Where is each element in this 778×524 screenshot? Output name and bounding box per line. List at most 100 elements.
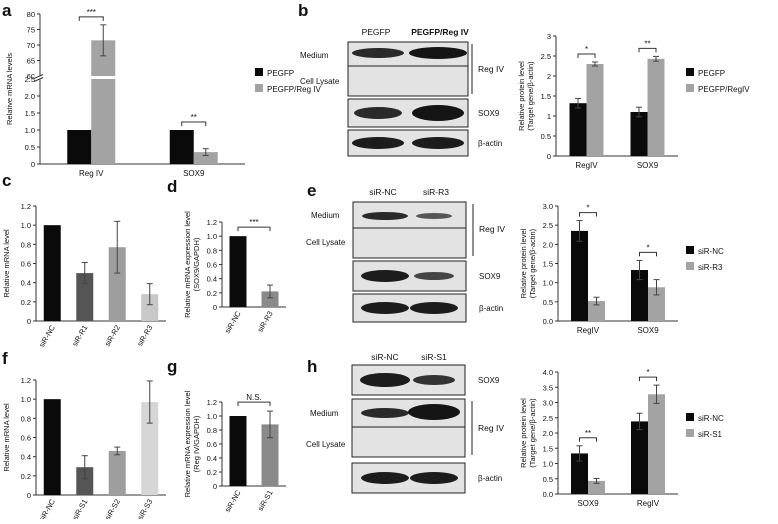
significance-label: N.S. bbox=[246, 393, 262, 402]
y-tick-label: 3.5 bbox=[543, 383, 553, 392]
significance-label: ** bbox=[644, 39, 650, 48]
blot-band bbox=[361, 408, 409, 418]
y-tick-label: 75 bbox=[27, 26, 35, 35]
chart-c: 0 0.2 0.4 0.6 0.8 1.0 1.2 Relative mRNA level si… bbox=[2, 202, 166, 349]
western-blot-h: siR-NC siR-S1 SOX9 Medium Cell Lysate Re… bbox=[306, 352, 504, 494]
y-tick-label: 1.0 bbox=[21, 395, 31, 404]
y-tick-label: 0.5 bbox=[543, 475, 553, 484]
axis-break-mark bbox=[33, 77, 44, 82]
y-tick-label: 1.5 bbox=[543, 444, 553, 453]
blot-row-label: Cell Lysate bbox=[306, 238, 346, 247]
chart-g: 0 0.2 0.4 0.6 0.8 1.0 1.2 Relative mRNA express… bbox=[183, 390, 286, 514]
y-tick-label: 0.2 bbox=[207, 289, 217, 298]
y-tick-label: 0.8 bbox=[207, 246, 217, 255]
bar bbox=[76, 273, 94, 321]
y-tick-label: 0.4 bbox=[207, 454, 217, 463]
x-tick-label: SOX9 bbox=[577, 499, 599, 508]
bar bbox=[43, 399, 61, 495]
bar bbox=[229, 236, 247, 307]
y-tick-label: 0.0 bbox=[543, 490, 553, 499]
blot-row-label: SOX9 bbox=[478, 376, 500, 385]
y-tick-label: 70 bbox=[27, 41, 35, 50]
blot-group-label: Reg IV bbox=[478, 423, 504, 433]
blot-row-label: Cell Lysate bbox=[306, 440, 346, 449]
legend-swatch bbox=[686, 262, 694, 270]
y-tick-label: 1 bbox=[547, 112, 551, 121]
significance-bracket bbox=[579, 437, 597, 442]
western-blot-b: PEGFP PEGFP/Reg IV Medium Cell Lysate Re… bbox=[300, 27, 504, 157]
x-tick-label: siR-S1 bbox=[256, 489, 275, 513]
panel-label-d: d bbox=[167, 177, 177, 196]
y-tick-label: 0 bbox=[27, 317, 31, 326]
bar bbox=[141, 402, 159, 495]
y-axis-label: (Reg IV/GAPDH) bbox=[192, 415, 201, 472]
y-axis-label: (Target gene/β-actin) bbox=[528, 398, 537, 468]
y-tick-label: 1.5 bbox=[541, 92, 551, 101]
blot-col-label: siR-NC bbox=[371, 352, 398, 362]
y-tick-label: 0.5 bbox=[541, 132, 551, 141]
significance-bracket bbox=[78, 16, 104, 21]
y-tick-label: 0 bbox=[213, 482, 217, 491]
y-tick-label: 1.0 bbox=[25, 126, 35, 135]
y-tick-label: 3 bbox=[547, 32, 551, 41]
blot-band bbox=[413, 375, 455, 385]
legend-swatch bbox=[255, 84, 263, 92]
blot-row-label: Medium bbox=[300, 51, 329, 60]
bar bbox=[588, 301, 605, 321]
blot-band bbox=[416, 213, 452, 219]
y-axis-label: (Target gene/β-actin) bbox=[526, 61, 535, 131]
chart-a: 0 0.5 1.0 1.5 2.0 2.560 65 70 75 80 Relative mRNA … bbox=[5, 8, 321, 178]
bar bbox=[169, 130, 194, 164]
y-tick-label: 1.5 bbox=[543, 260, 553, 269]
x-tick-label: RegIV bbox=[575, 161, 598, 170]
chart-h: 0.0 0.5 1.0 1.5 2.0 2.5 3.0 3.5 4.0 Relative prot… bbox=[519, 368, 724, 508]
significance-bracket bbox=[639, 376, 657, 382]
y-tick-label: 2.5 bbox=[541, 52, 551, 61]
significance-bracket bbox=[639, 251, 657, 257]
bar bbox=[261, 291, 279, 307]
panel-label-b: b bbox=[298, 1, 308, 20]
bar bbox=[648, 394, 665, 494]
blot-membrane bbox=[352, 201, 467, 259]
significance-label: ** bbox=[191, 113, 197, 122]
blot-row-label: β-actin bbox=[479, 304, 503, 313]
x-tick-label: siR-R3 bbox=[135, 324, 154, 348]
y-tick-label: 2.0 bbox=[25, 92, 35, 101]
significance-label: ** bbox=[585, 429, 591, 438]
y-tick-label: 0 bbox=[27, 491, 31, 500]
y-tick-label: 1.2 bbox=[207, 218, 217, 227]
y-tick-label: 0.8 bbox=[21, 240, 31, 249]
panel-label-e: e bbox=[307, 181, 316, 200]
significance-label: * bbox=[585, 45, 588, 54]
significance-label: *** bbox=[249, 218, 258, 227]
blot-row-label: Medium bbox=[310, 409, 339, 418]
bar bbox=[588, 480, 605, 494]
bar bbox=[631, 421, 648, 494]
blot-band bbox=[361, 270, 409, 282]
y-tick-label: 80 bbox=[27, 10, 35, 19]
x-tick-label: siR-S1 bbox=[70, 498, 89, 520]
y-tick-label: 1.0 bbox=[207, 412, 217, 421]
significance-label: * bbox=[646, 243, 649, 252]
legend-label: PEGFP bbox=[267, 69, 294, 78]
bar bbox=[571, 453, 588, 494]
blot-band bbox=[409, 47, 467, 59]
y-tick-label: 1.0 bbox=[21, 221, 31, 230]
y-tick-label: 0.5 bbox=[25, 143, 35, 152]
blot-row-label: Medium bbox=[311, 211, 340, 220]
y-tick-label: 0.6 bbox=[207, 440, 217, 449]
y-tick-label: 1.0 bbox=[543, 460, 553, 469]
y-tick-label: 1.2 bbox=[21, 202, 31, 211]
blot-band bbox=[408, 404, 460, 420]
y-axis-label: Relative mRNA levels bbox=[5, 53, 14, 125]
y-axis-label: Relative protein level bbox=[519, 228, 528, 298]
x-tick-label: SOX9 bbox=[637, 161, 659, 170]
y-tick-label: 1.5 bbox=[25, 109, 35, 118]
blot-band bbox=[412, 105, 464, 121]
y-tick-label: 2.5 bbox=[25, 75, 35, 84]
chart-f: 0 0.2 0.4 0.6 0.8 1.0 1.2 Relative mRNA level si… bbox=[2, 376, 166, 523]
panel-label-h: h bbox=[307, 357, 317, 376]
panel-label-g: g bbox=[167, 357, 177, 376]
